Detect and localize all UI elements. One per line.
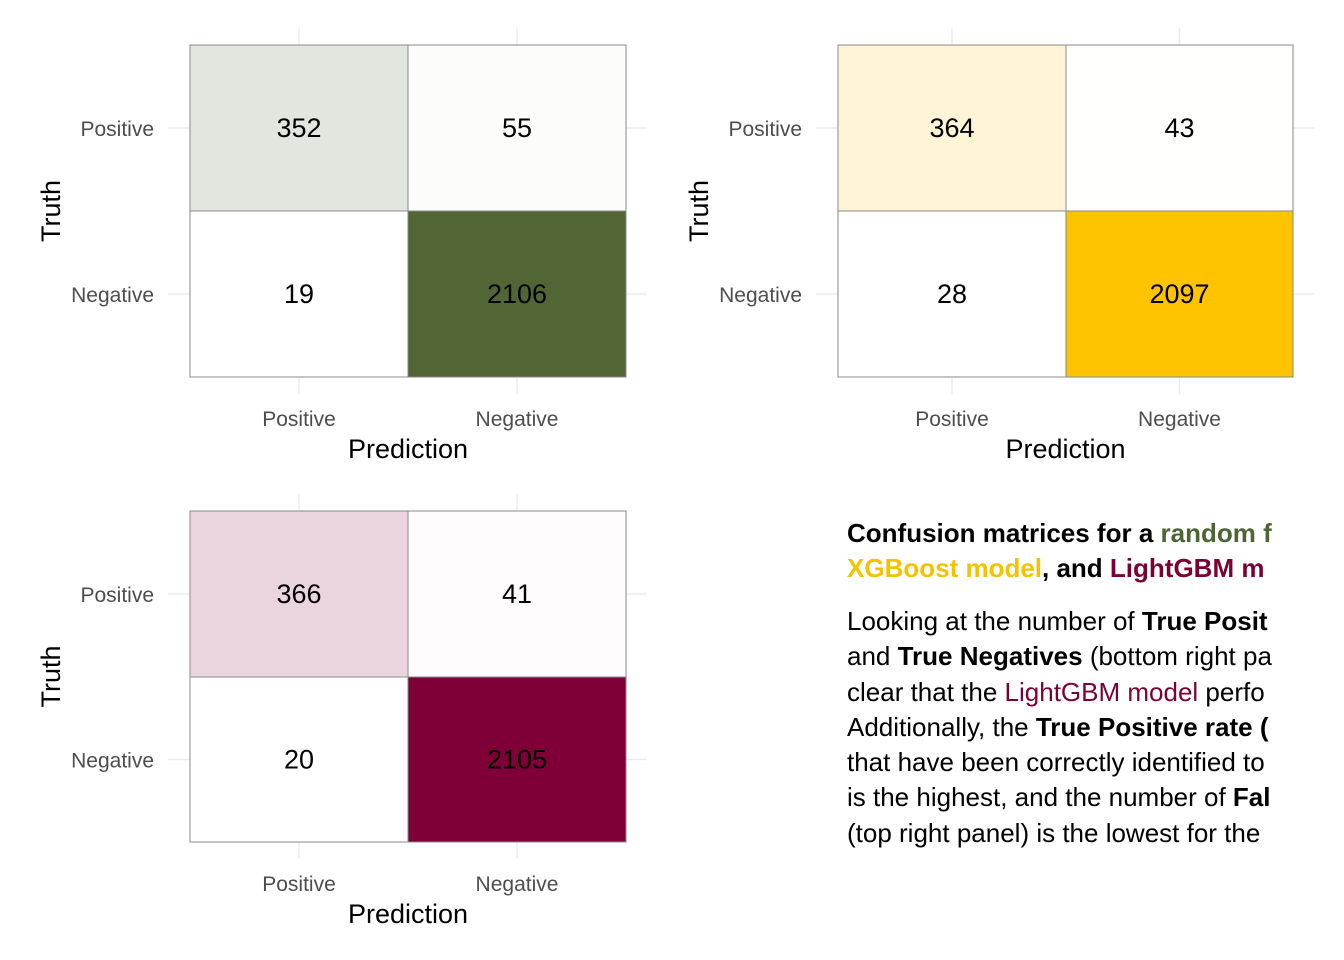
y-tick-label: Positive <box>80 584 154 607</box>
matrix-cell <box>407 210 627 378</box>
matrix-cell <box>407 44 627 212</box>
x-axis-title: Prediction <box>1005 434 1125 464</box>
x-tick-label: Positive <box>915 408 989 431</box>
caption-random-forest-label: random f <box>1160 518 1272 548</box>
caption-title: Confusion matrices for a random f XGBoos… <box>847 516 1344 586</box>
matrix-cell <box>189 210 409 378</box>
cell-value-label: 20 <box>284 745 314 775</box>
x-tick-label: Negative <box>1138 408 1221 431</box>
matrix-cell <box>407 676 627 843</box>
cell-value-label: 364 <box>929 113 974 143</box>
figure-caption: Confusion matrices for a random f XGBoos… <box>847 516 1344 851</box>
caption-term-false: Fal <box>1232 782 1271 813</box>
matrix-cell <box>837 210 1067 378</box>
matrix-cell <box>189 44 409 212</box>
y-axis-title: Truth <box>36 645 66 707</box>
y-tick-label: Negative <box>719 284 802 307</box>
y-tick-label: Negative <box>71 750 154 773</box>
x-axis-title: Prediction <box>348 434 468 464</box>
cell-value-label: 41 <box>502 579 532 609</box>
caption-body: Looking at the number of True Posit and … <box>847 604 1344 851</box>
caption-title-text: Confusion matrices for a <box>847 518 1161 548</box>
x-axis-title: Prediction <box>348 899 468 929</box>
y-tick-label: Negative <box>71 284 154 307</box>
caption-text: (bottom right pa <box>1082 641 1272 672</box>
matrix-cell <box>189 510 409 678</box>
x-tick-label: Positive <box>262 408 336 431</box>
cell-value-label: 28 <box>937 279 967 309</box>
confusion-matrix-1: 352 55 19 2106 Positive Negative Positive Negat… <box>36 28 647 464</box>
cell-value-label: 2106 <box>487 279 547 309</box>
confusion-matrix-3: 366 41 20 2105 Positive Negative Positive Negat… <box>36 494 647 929</box>
matrix-cell <box>189 676 409 843</box>
caption-text: Looking at the number of <box>847 606 1142 636</box>
x-tick-label: Negative <box>476 873 559 896</box>
caption-term-true-positive-rate: True Positive rate <box>1035 711 1253 742</box>
matrix-cell <box>1065 210 1294 378</box>
cell-value-label: 2105 <box>487 745 547 775</box>
matrix-cell <box>837 44 1067 212</box>
y-tick-label: Positive <box>80 118 154 141</box>
x-tick-label: Positive <box>262 873 336 896</box>
cell-value-label: 352 <box>276 113 321 143</box>
y-axis-title: Truth <box>684 180 714 242</box>
confusion-matrix-2: 364 43 28 2097 Positive Negative Positive Negat… <box>684 28 1314 464</box>
matrix-cell <box>1065 44 1294 212</box>
cell-value-label: 2097 <box>1149 279 1209 309</box>
caption-text: (top right panel) is the lowest for the <box>847 817 1261 848</box>
y-axis-title: Truth <box>36 180 66 242</box>
caption-lightgbm-model: LightGBM model <box>1004 676 1199 707</box>
cell-value-label: 366 <box>276 579 321 609</box>
x-tick-label: Negative <box>476 408 559 431</box>
cell-value-label: 55 <box>502 113 532 143</box>
caption-text: clear that the <box>847 676 1005 707</box>
caption-term-true-negatives: True Negatives <box>897 641 1083 672</box>
y-tick-label: Positive <box>728 118 802 141</box>
caption-text: perfo <box>1198 676 1265 707</box>
caption-text: ( <box>1252 711 1269 742</box>
caption-xgboost-label: XGBoost model <box>847 553 1043 583</box>
cell-value-label: 43 <box>1164 113 1194 143</box>
caption-text: and <box>847 641 898 672</box>
caption-text: that have been correctly identified to <box>847 747 1265 778</box>
caption-term-true-positives: True Posit <box>1141 606 1268 636</box>
caption-text: is the highest, and the number of <box>847 782 1233 813</box>
caption-title-text: , and <box>1042 553 1110 583</box>
caption-text: Additionally, the <box>847 711 1036 742</box>
cell-value-label: 19 <box>284 279 314 309</box>
caption-lightgbm-label: LightGBM m <box>1109 553 1265 583</box>
